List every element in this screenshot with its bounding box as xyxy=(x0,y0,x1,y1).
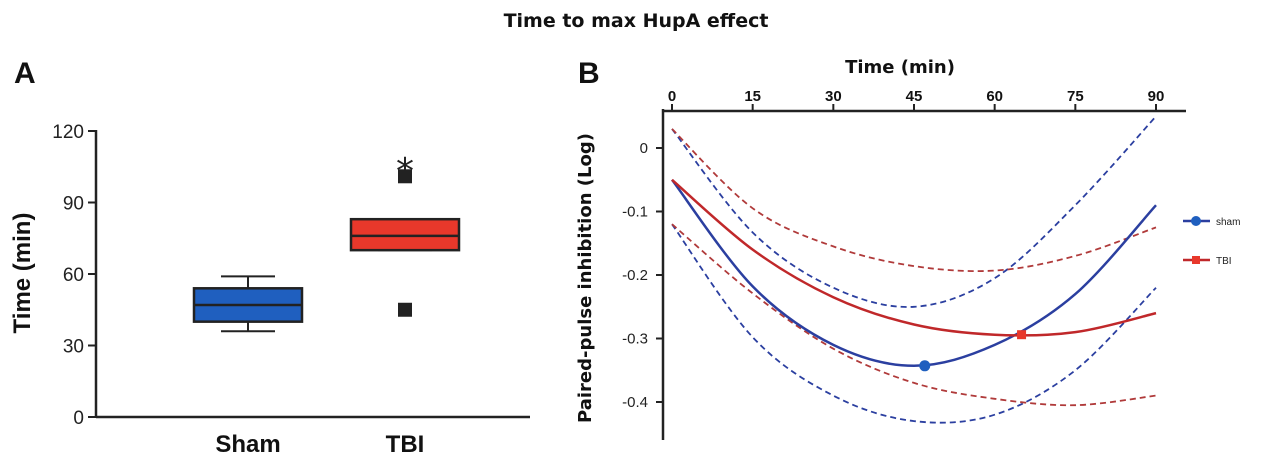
line-plot-panel: Time (min) Paired-pulse inhibition (Log)… xyxy=(575,57,1240,440)
figure-title: Time to max HupA effect xyxy=(504,10,769,32)
legend-label-tbi: TBI xyxy=(1216,256,1232,267)
panel-b-label: B xyxy=(578,57,600,90)
line-x-tick-label: 15 xyxy=(744,88,761,105)
category-label-sham: Sham xyxy=(215,431,280,458)
ci-lower-tbi xyxy=(671,223,1157,407)
line-x-tick-label: 0 xyxy=(668,88,676,105)
line-y-tick-label: -0.1 xyxy=(622,204,648,221)
peak-marker-tbi xyxy=(1017,330,1027,340)
panel-a-label: A xyxy=(14,57,36,90)
legend-marker-tbi xyxy=(1192,256,1200,264)
line-x-tick-label: 30 xyxy=(825,88,842,105)
line-y-tick-label: -0.3 xyxy=(622,331,648,348)
box-y-tick-label: 120 xyxy=(52,122,84,143)
series-line-tbi xyxy=(671,178,1157,337)
box-y-tick-label: 30 xyxy=(63,337,84,358)
peak-marker-sham xyxy=(919,360,931,372)
legend-marker-sham xyxy=(1191,216,1201,226)
legend: sham TBI xyxy=(1183,216,1240,267)
significance-star: * xyxy=(396,151,414,192)
line-x-tick-label: 75 xyxy=(1067,88,1084,105)
line-x-tick-label: 60 xyxy=(986,88,1003,105)
box-y-tick-label: 60 xyxy=(63,265,84,286)
line-y-axis-title: Paired-pulse inhibition (Log) xyxy=(575,133,596,423)
series-line-sham xyxy=(671,179,1157,368)
line-x-axis-title: Time (min) xyxy=(845,57,955,78)
ci-lower-sham xyxy=(671,223,1157,424)
outlier-point xyxy=(398,302,412,317)
line-y-tick-label: 0 xyxy=(640,140,648,157)
box-y-axis-title: Time (min) xyxy=(9,213,36,334)
line-y-tick-label: -0.4 xyxy=(622,394,648,411)
ci-upper-tbi xyxy=(671,128,1157,273)
box-y-tick-label: 0 xyxy=(73,408,84,429)
box-y-tick-label: 90 xyxy=(63,194,84,215)
box-plot-panel: Time (min) 0 30 60 90 120 Sham TBI * xyxy=(9,122,530,458)
category-label-tbi: TBI xyxy=(386,431,425,458)
line-y-tick-label: -0.2 xyxy=(622,267,648,284)
legend-label-sham: sham xyxy=(1216,217,1240,228)
line-x-tick-label: 45 xyxy=(906,88,923,105)
ci-upper-sham xyxy=(671,115,1157,308)
outlier-point xyxy=(398,169,412,184)
line-x-tick-label: 90 xyxy=(1148,88,1165,105)
